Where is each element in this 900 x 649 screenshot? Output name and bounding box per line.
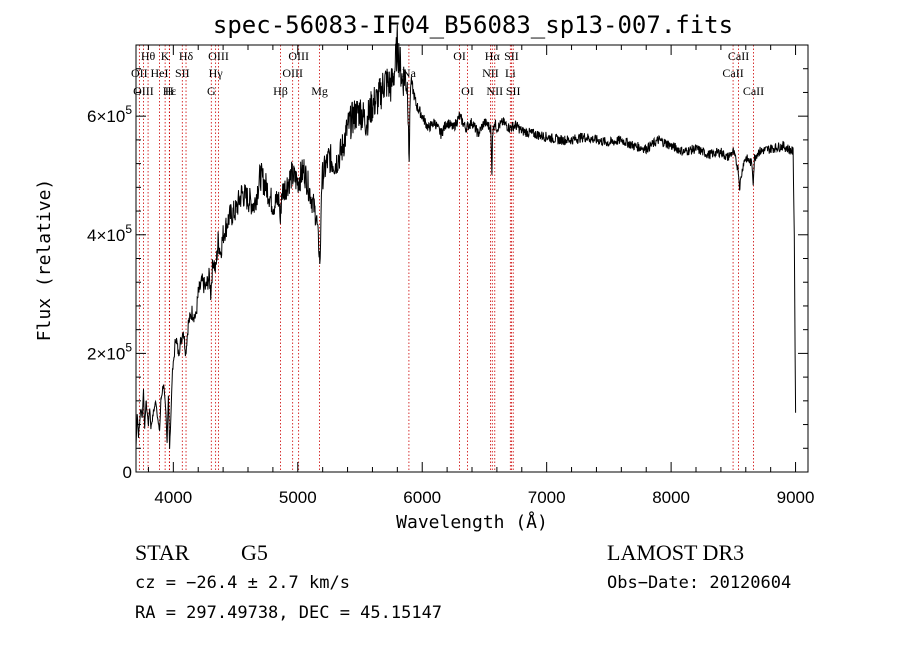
- line-marker-label: K: [161, 49, 170, 63]
- axes: 4000 5000 6000 7000 8000 9000 0 2×105 4×105 6×105: [87, 44, 815, 507]
- line-marker-label: NII: [486, 84, 503, 98]
- plot-area: [135, 24, 797, 449]
- line-marker-label: OIII: [208, 49, 229, 63]
- line-marker-label: CaII: [722, 66, 743, 80]
- x-tick-label: 9000: [777, 488, 815, 507]
- line-marker-label: NII: [482, 66, 499, 80]
- line-marker-label: OIII: [288, 49, 309, 63]
- chart-title: spec-56083-IF04_B56083_sp13-007.fits: [213, 11, 733, 39]
- line-marker-label: Hε: [163, 84, 177, 98]
- y-tick-label: 4×105: [87, 222, 132, 245]
- y-tick-label: 6×105: [87, 103, 132, 126]
- survey-name: LAMOST DR3: [607, 540, 745, 565]
- line-marker-label: SII: [175, 66, 190, 80]
- obs-date: Obs−Date: 20120604: [607, 573, 792, 593]
- line-marker-label: CaII: [743, 84, 764, 98]
- line-marker-label: SII: [504, 49, 519, 63]
- coordinates: RA = 297.49738, DEC = 45.15147: [135, 603, 443, 623]
- line-marker-label: OIII: [133, 84, 154, 98]
- line-marker-label: Hδ: [179, 49, 194, 63]
- y-tick-label: 2×105: [87, 340, 132, 363]
- line-marker-label: Hβ: [273, 84, 288, 98]
- x-tick-label: 6000: [403, 488, 441, 507]
- line-marker-label: G: [207, 84, 216, 98]
- x-tick-label: 5000: [279, 488, 317, 507]
- x-tick-label: 4000: [154, 488, 192, 507]
- x-axis-title: Wavelength (Å): [396, 511, 548, 533]
- spectrum-line: [135, 24, 797, 449]
- line-marker-label: OII: [131, 66, 148, 80]
- line-marker-label: OI: [453, 49, 466, 63]
- line-marker-label: Hθ: [141, 49, 156, 63]
- line-marker-label: CaII: [728, 49, 749, 63]
- x-tick-label: 8000: [652, 488, 690, 507]
- redshift-text: cz = −26.4 ± 2.7 km/s: [135, 573, 350, 593]
- object-subclass: G5: [241, 540, 268, 565]
- object-class: STAR: [135, 540, 190, 565]
- line-marker-label: HeI: [151, 66, 169, 80]
- line-marker-label: Li: [505, 66, 516, 80]
- line-marker-label: OI: [461, 84, 474, 98]
- y-tick-label: 0: [123, 463, 132, 482]
- line-marker-label: SII: [506, 84, 521, 98]
- x-tick-label: 7000: [528, 488, 566, 507]
- line-marker-label: H: [165, 84, 174, 98]
- line-marker-label: OIII: [282, 66, 303, 80]
- line-marker-lines: [138, 45, 754, 472]
- line-marker-label: Mg: [311, 84, 328, 98]
- line-marker-label: Hα: [485, 49, 501, 63]
- line-marker-label: Hγ: [209, 66, 224, 80]
- y-axis-title: Flux (relative): [34, 179, 55, 342]
- plot-frame: [135, 44, 809, 473]
